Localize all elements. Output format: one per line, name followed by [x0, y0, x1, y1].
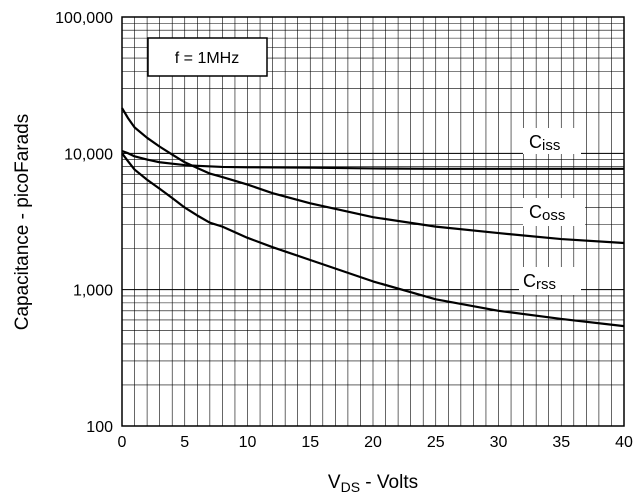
- frequency-annotation: f = 1MHz: [147, 37, 268, 77]
- series-label-ciss-text: Ciss: [529, 132, 560, 154]
- x-tick-label: 20: [364, 434, 382, 451]
- series-label-crss-bg: [519, 267, 581, 295]
- x-tick-label: 25: [427, 434, 445, 451]
- y-tick-label: 10,000: [64, 146, 113, 163]
- series-line-crss: [121, 152, 625, 328]
- grid: [122, 17, 624, 426]
- series-label-ciss-sub: iss: [542, 137, 560, 154]
- series-lines: [121, 107, 625, 328]
- series-line-coss: [121, 107, 625, 245]
- series-label-crss: Crss: [519, 267, 581, 295]
- series-label-crss-sub: rss: [536, 276, 556, 293]
- annotation-box: [147, 37, 268, 77]
- series-label-crss-text: Crss: [523, 271, 556, 293]
- series-label-coss-text: Coss: [529, 202, 565, 224]
- series-label-ciss-bg: [523, 128, 581, 154]
- x-tick-label: 40: [615, 434, 633, 451]
- x-tick-label: 30: [490, 434, 508, 451]
- y-tick-label: 100,000: [55, 10, 113, 27]
- x-tick-label: 15: [301, 434, 319, 451]
- series-line-ciss: [121, 149, 624, 170]
- series-label-coss: Coss: [523, 198, 585, 226]
- y-axis-title: Capacitance - picoFarads: [12, 114, 33, 331]
- tick-labels: 0 5 10 15 20 25 30 35 40 100 1,000 10,000 100,000: [55, 10, 633, 451]
- series-label-ciss-main: C: [529, 132, 542, 152]
- series-label-coss-main: C: [529, 202, 542, 222]
- plot-frame: [121, 16, 625, 427]
- series-label-coss-sub: oss: [542, 207, 565, 224]
- x-axis-title-sub: DS: [341, 479, 360, 494]
- x-tick-label: 35: [552, 434, 570, 451]
- series-label-crss-main: C: [523, 271, 536, 291]
- x-axis-title-rest: - Volts: [360, 472, 418, 493]
- y-tick-label: 100: [86, 419, 113, 436]
- x-tick-label: 5: [180, 434, 189, 451]
- series-label-coss-bg: [523, 198, 585, 226]
- annotation-text: f = 1MHz: [175, 50, 239, 67]
- x-axis-title-main: V: [328, 472, 341, 493]
- series-label-ciss: Ciss: [523, 128, 581, 154]
- x-tick-label: 10: [239, 434, 257, 451]
- x-axis-title: VDS - Volts: [328, 472, 418, 494]
- x-tick-label: 0: [118, 434, 127, 451]
- y-tick-label: 1,000: [73, 283, 113, 300]
